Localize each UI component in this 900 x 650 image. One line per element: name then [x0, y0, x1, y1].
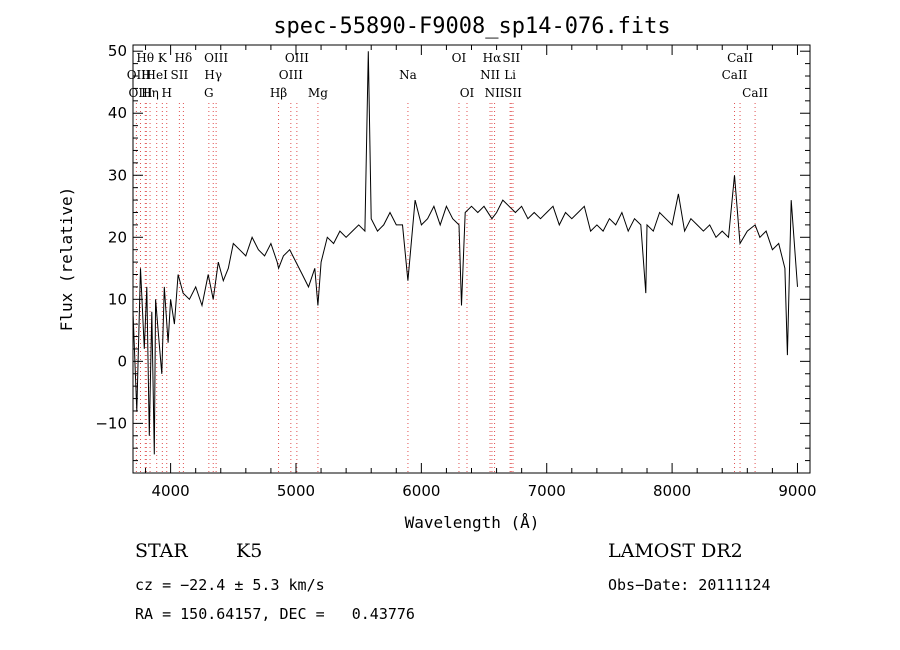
line-marker-label: OIII	[279, 68, 303, 82]
y-tick-label: 40	[108, 104, 127, 122]
line-marker-label: Mg	[308, 86, 328, 100]
y-tick-label: 0	[117, 352, 127, 370]
line-marker-label: G	[204, 86, 214, 100]
line-marker-label: OIII	[128, 86, 152, 100]
line-marker-label: CaII	[727, 51, 753, 65]
line-marker-label: H	[141, 68, 151, 82]
observation-date: Obs−Date: 20111124	[608, 576, 771, 594]
line-marker-label: Li	[504, 68, 516, 82]
redshift-velocity: cz = −22.4 ± 5.3 km/s	[135, 576, 325, 594]
line-marker-label: SII	[171, 68, 189, 82]
line-marker-label: Na	[399, 68, 417, 82]
line-marker-label: Hδ	[175, 51, 193, 65]
line-marker-label: OIII	[204, 51, 228, 65]
y-tick-label: 20	[108, 228, 127, 246]
line-marker-label: OII	[127, 68, 147, 82]
x-tick-label: 5000	[277, 482, 315, 500]
x-tick-label: 7000	[528, 482, 566, 500]
line-marker-label: OIII	[285, 51, 309, 65]
x-axis-label: Wavelength (Å)	[405, 513, 540, 532]
y-tick-label: 10	[108, 290, 127, 308]
line-marker-label: HeI	[146, 68, 169, 82]
x-tick-label: 4000	[152, 482, 190, 500]
object-class: STAR	[135, 540, 188, 562]
spectrum-line	[132, 51, 798, 455]
line-marker-label: Hθ	[136, 51, 154, 65]
x-tick-label: 9000	[778, 482, 816, 500]
line-marker-label: Hη	[141, 86, 159, 100]
line-marker-label: Hβ	[270, 86, 287, 100]
x-axis: 4000 5000 6000 7000 8000 9000	[145, 45, 817, 500]
y-tick-label: −10	[95, 414, 127, 432]
line-marker-label: CaII	[722, 68, 748, 82]
x-tick-label: 6000	[402, 482, 440, 500]
chart-title: spec-55890-F9008_sp14-076.fits	[273, 14, 670, 39]
y-tick-label: 30	[108, 166, 127, 184]
line-marker-label: OI	[452, 51, 467, 65]
line-marker-label: OI	[460, 86, 475, 100]
line-marker-label: H	[161, 86, 171, 100]
line-marker-label: Hγ	[204, 68, 222, 82]
line-marker-label: NII	[480, 68, 500, 82]
survey-name: LAMOST DR2	[608, 540, 743, 562]
line-marker-label: Hα	[483, 51, 502, 65]
line-marker-label: K	[158, 51, 168, 65]
x-tick-label: 8000	[653, 482, 691, 500]
y-axis-label: Flux (relative)	[57, 187, 76, 332]
line-marker-label: NII	[485, 86, 505, 100]
ra-dec-coordinates: RA = 150.64157, DEC = 0.43776	[135, 605, 415, 623]
line-marker-label: CaII	[742, 86, 768, 100]
object-subclass: K5	[236, 540, 263, 562]
plot-frame	[132, 44, 811, 474]
line-marker-label: SII	[502, 51, 520, 65]
y-tick-label: 50	[108, 42, 127, 60]
line-marker-label: SII	[504, 86, 522, 100]
y-axis: −10 0 10 20 30 40 50	[95, 42, 810, 462]
